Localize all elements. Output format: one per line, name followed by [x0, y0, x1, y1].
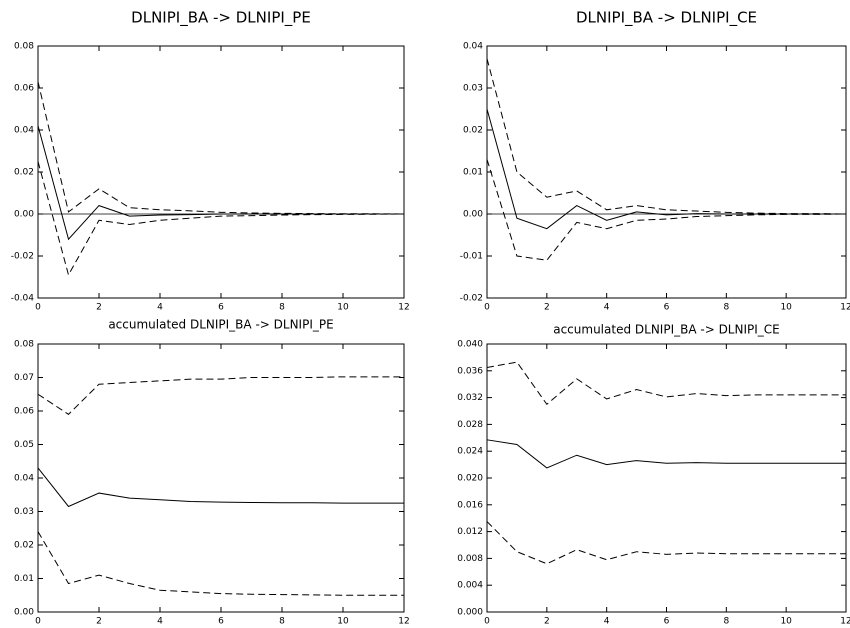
y-tick-label: 0.03: [463, 84, 483, 94]
response-line: [486, 439, 846, 469]
y-tick-label: 0.040: [457, 340, 483, 350]
y-tick-label: 0.008: [457, 554, 483, 564]
band-line: [37, 531, 404, 596]
x-tick-label: 6: [218, 303, 224, 313]
y-tick-label: 0.03: [14, 507, 34, 517]
y-tick-label: 0.04: [14, 126, 34, 136]
band-line: [486, 521, 846, 565]
x-tick-label: 10: [337, 303, 349, 313]
x-tick-label: 6: [218, 617, 224, 627]
x-tick-label: 8: [279, 617, 285, 627]
y-tick-label: 0.012: [457, 527, 483, 537]
y-tick-label: 0.04: [14, 474, 34, 484]
x-tick-label: 8: [279, 303, 285, 313]
x-tick-label: 12: [398, 303, 409, 313]
x-tick-label: 10: [780, 617, 792, 627]
x-tick-label: 12: [398, 617, 409, 627]
y-tick-label: 0.02: [463, 126, 483, 136]
y-tick-label: -0.01: [460, 252, 483, 262]
x-tick-label: 2: [544, 303, 550, 313]
response-line: [37, 125, 404, 241]
y-tick-label: 0.06: [14, 407, 34, 417]
y-tick-label: 0.00: [14, 210, 34, 220]
x-tick-label: 2: [544, 617, 550, 627]
y-tick-label: 0.06: [14, 84, 34, 94]
band-line: [486, 361, 846, 406]
chart-title: accumulated DLNIPI_BA -> DLNIPI_CE: [553, 323, 780, 337]
band-line: [37, 376, 404, 415]
y-tick-label: 0.00: [14, 608, 34, 618]
y-tick-label: -0.04: [11, 294, 35, 304]
chart-title: accumulated DLNIPI_BA -> DLNIPI_PE: [108, 318, 333, 332]
y-tick-label: 0.05: [14, 440, 34, 450]
x-tick-label: 0: [484, 303, 490, 313]
y-tick-label: -0.02: [11, 252, 34, 262]
x-tick-label: 12: [840, 303, 850, 313]
y-tick-label: 0.036: [457, 366, 483, 376]
x-tick-label: 2: [96, 303, 102, 313]
band-line: [486, 159, 847, 261]
y-tick-label: 0.016: [457, 500, 483, 510]
chart-title: DLNIPI_BA -> DLNIPI_PE: [131, 9, 311, 28]
band-line: [486, 58, 847, 215]
y-tick-label: 0.02: [14, 541, 34, 551]
x-tick-label: 12: [840, 617, 850, 627]
plot-frame: [486, 45, 847, 299]
y-tick-label: 0.024: [457, 447, 483, 457]
y-tick-label: 0.032: [457, 393, 483, 403]
y-tick-label: 0.02: [14, 168, 34, 178]
band-line: [37, 161, 405, 277]
x-tick-label: 6: [664, 303, 670, 313]
y-tick-label: 0.01: [463, 168, 483, 178]
x-tick-label: 4: [157, 617, 163, 627]
x-tick-label: 4: [604, 303, 610, 313]
y-tick-label: 0.028: [457, 420, 483, 430]
plot-frame: [37, 343, 405, 613]
y-tick-label: 0.08: [14, 340, 34, 350]
response-line: [37, 467, 404, 508]
x-tick-label: 2: [96, 617, 102, 627]
band-line: [37, 81, 405, 215]
plot-frame: [37, 45, 405, 299]
x-tick-label: 0: [35, 303, 41, 313]
x-tick-label: 4: [157, 303, 163, 313]
x-tick-label: 0: [35, 617, 41, 627]
x-tick-label: 4: [604, 617, 610, 627]
y-tick-label: 0.01: [14, 574, 34, 584]
x-tick-label: 10: [780, 303, 792, 313]
y-tick-label: 0.04: [463, 42, 483, 52]
y-tick-label: 0.004: [457, 581, 483, 591]
y-tick-label: -0.02: [460, 294, 483, 304]
y-tick-label: 0.020: [457, 474, 483, 484]
x-tick-label: 8: [723, 303, 729, 313]
y-tick-label: 0.08: [14, 42, 34, 52]
x-tick-label: 6: [664, 617, 670, 627]
y-tick-label: 0.07: [14, 373, 34, 383]
y-tick-label: 0.000: [457, 608, 483, 618]
chart-title: DLNIPI_BA -> DLNIPI_CE: [576, 9, 757, 28]
x-tick-label: 0: [484, 617, 490, 627]
response-line: [486, 108, 846, 230]
plot-frame: [486, 343, 847, 613]
x-tick-label: 10: [337, 617, 349, 627]
y-tick-label: 0.00: [463, 210, 483, 220]
x-tick-label: 8: [723, 617, 729, 627]
